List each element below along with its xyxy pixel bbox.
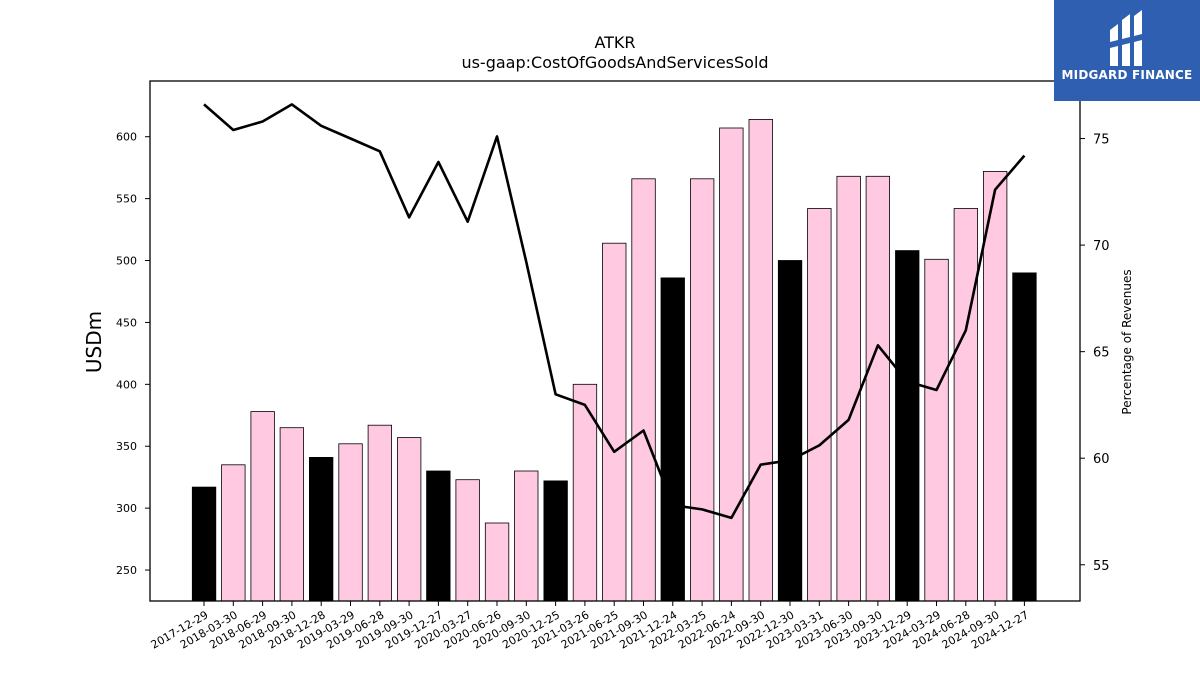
logo-mark-icon [1110, 10, 1142, 66]
y-tick-label: 400 [116, 378, 137, 391]
bar-2024-03-29 [924, 258, 949, 602]
y-tick-label: 450 [116, 316, 137, 329]
y2-tick-label: 70 [1093, 239, 1110, 254]
y2-tick-label: 60 [1093, 452, 1110, 467]
bar-2022-06-24 [719, 127, 744, 602]
brand-name: MIDGARD FINANCE [1061, 68, 1193, 82]
bar-2018-06-29 [250, 411, 275, 602]
bar-2023-06-30 [836, 175, 861, 602]
y-tick-label: 300 [116, 502, 137, 515]
bar-2022-03-25 [690, 178, 715, 602]
bar-2019-09-30 [396, 437, 422, 602]
y-tick-label: 550 [116, 193, 137, 206]
bar-2024-12-27 [1012, 272, 1037, 602]
bar-2020-03-27 [455, 479, 480, 602]
y-tick-label: 500 [116, 255, 137, 268]
bar-2023-09-30 [865, 175, 890, 602]
bar-2020-12-25 [543, 480, 568, 602]
y-tick-label: 250 [116, 564, 137, 577]
y2-tick-label: 65 [1093, 346, 1110, 361]
bar-2020-06-26 [484, 522, 510, 602]
bar-2018-12-28 [308, 456, 334, 602]
bar-2019-06-28 [367, 424, 393, 602]
y2-axis-label: Percentage of Revenues [1120, 269, 1134, 414]
y-tick-label: 600 [116, 131, 137, 144]
bar-2019-03-29 [338, 443, 363, 602]
bar-2017-12-29 [191, 486, 217, 602]
y2-tick-label: 75 [1093, 133, 1110, 148]
chart-title: ATKR [594, 33, 635, 52]
chart-subtitle: us-gaap:CostOfGoodsAndServicesSold [461, 53, 768, 72]
bar-2023-12-29 [895, 250, 920, 602]
plot-frame [149, 80, 1081, 602]
bar-2022-09-30 [748, 119, 773, 602]
bar-2024-06-28 [953, 208, 978, 602]
bar-2021-09-30 [631, 178, 656, 602]
bar-2023-03-31 [807, 208, 832, 602]
y2-tick-label: 55 [1093, 559, 1110, 574]
bar-2018-03-30 [221, 464, 246, 602]
bar-2024-09-30 [983, 170, 1008, 602]
bar-2021-12-24 [660, 277, 685, 602]
y-axis-label: USDm [82, 311, 106, 373]
bar-2019-12-27 [426, 470, 451, 602]
y-tick-label: 350 [116, 440, 137, 453]
bar-2021-06-25 [602, 242, 627, 602]
bar-2018-09-30 [279, 427, 305, 602]
brand-logo: MIDGARD FINANCE [1054, 0, 1200, 101]
bar-2022-12-30 [777, 260, 803, 602]
bar-2020-09-30 [514, 470, 539, 602]
percentage-line [203, 103, 1026, 520]
